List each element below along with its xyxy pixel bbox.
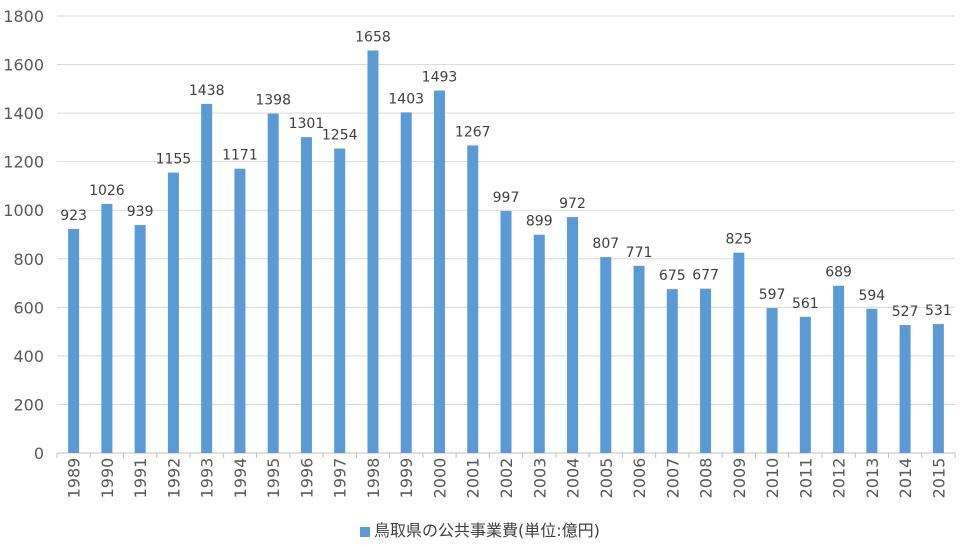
x-tick-label: 1996: [297, 458, 316, 499]
data-label: 689: [825, 265, 852, 281]
bar: [500, 210, 512, 453]
bar: [68, 228, 80, 453]
bar: [267, 113, 279, 453]
data-label: 1493: [422, 70, 458, 86]
x-tick-label: 2005: [597, 458, 616, 499]
y-tick-label: 1600: [3, 56, 44, 75]
data-label: 527: [892, 304, 919, 320]
data-label: 1155: [156, 152, 192, 168]
bar: [400, 112, 412, 453]
x-tick-label: 2011: [796, 458, 815, 499]
data-label: 1398: [255, 93, 291, 109]
data-label: 597: [759, 287, 786, 303]
bar: [433, 90, 445, 453]
bar: [234, 168, 246, 454]
x-tick-label: 1994: [231, 458, 250, 499]
legend-swatch: [360, 526, 371, 537]
y-tick-label: 1200: [3, 153, 44, 172]
bar: [167, 172, 179, 453]
y-tick-label: 1000: [3, 201, 44, 220]
data-label: 771: [626, 245, 653, 261]
bar: [101, 203, 113, 453]
bar: [201, 103, 213, 453]
x-tick-label: 2002: [497, 458, 516, 499]
x-tick-label: 1997: [331, 458, 350, 499]
y-tick-label: 400: [13, 347, 44, 366]
data-label: 1658: [355, 29, 391, 45]
bar: [334, 148, 346, 453]
y-tick-label: 0: [34, 444, 44, 463]
x-tick-label: 2008: [697, 458, 716, 499]
x-tick-label: 2013: [863, 458, 882, 499]
data-label: 825: [725, 232, 752, 248]
data-label: 1254: [322, 128, 358, 144]
x-tick-label: 2003: [530, 458, 549, 499]
bar: [300, 137, 312, 453]
data-label: 675: [659, 268, 686, 284]
bar: [633, 265, 645, 453]
data-label: 972: [559, 196, 586, 212]
bar: [899, 325, 911, 453]
x-tick-label: 1999: [397, 458, 416, 499]
bar: [567, 217, 579, 453]
x-tick-label: 2014: [896, 458, 915, 499]
data-label: 899: [526, 214, 553, 230]
x-tick-label: 1995: [264, 458, 283, 499]
bar: [134, 225, 146, 453]
bar: [833, 285, 845, 453]
bar: [733, 252, 745, 453]
data-label: 997: [493, 190, 520, 206]
y-tick-label: 1800: [3, 7, 44, 26]
y-tick-label: 1400: [3, 104, 44, 123]
x-tick-label: 2010: [763, 458, 782, 499]
bar: [666, 289, 678, 453]
data-label: 1171: [222, 148, 258, 164]
bar: [367, 50, 379, 453]
x-tick-label: 1989: [65, 458, 84, 499]
data-label: 1403: [388, 91, 424, 107]
data-label: 531: [925, 303, 952, 319]
legend-label: 鳥取県の公共事業費(単位:億円): [374, 521, 600, 540]
x-tick-label: 2015: [929, 458, 948, 499]
data-label: 1026: [89, 183, 125, 199]
data-label: 1301: [289, 116, 325, 132]
bar: [932, 324, 944, 453]
bar: [533, 234, 545, 453]
data-label: 1438: [189, 83, 225, 99]
x-tick-label: 1998: [364, 458, 383, 499]
x-tick-label: 2012: [830, 458, 849, 499]
bar: [766, 308, 778, 453]
y-tick-label: 800: [13, 250, 44, 269]
y-tick-label: 600: [13, 298, 44, 317]
x-tick-label: 1992: [164, 458, 183, 499]
bar: [700, 288, 712, 453]
bar: [600, 257, 612, 453]
data-label: 594: [858, 288, 885, 304]
x-tick-label: 2001: [464, 458, 483, 499]
bar: [467, 145, 479, 453]
x-tick-label: 2007: [663, 458, 682, 499]
x-tick-label: 1991: [131, 458, 150, 499]
bar: [799, 316, 811, 453]
bar: [866, 308, 878, 453]
x-tick-label: 2009: [730, 458, 749, 499]
data-label: 677: [692, 268, 719, 284]
x-tick-label: 1990: [98, 458, 117, 499]
x-tick-label: 2004: [564, 458, 583, 499]
x-tick-label: 1993: [198, 458, 217, 499]
data-label: 939: [127, 204, 154, 220]
data-label: 923: [60, 208, 87, 224]
data-label: 561: [792, 296, 819, 312]
x-tick-label: 2000: [430, 458, 449, 499]
x-tick-label: 2006: [630, 458, 649, 499]
data-label: 807: [592, 236, 619, 252]
legend: 鳥取県の公共事業費(単位:億円): [0, 517, 960, 541]
y-tick-label: 200: [13, 395, 44, 414]
data-label: 1267: [455, 124, 491, 140]
